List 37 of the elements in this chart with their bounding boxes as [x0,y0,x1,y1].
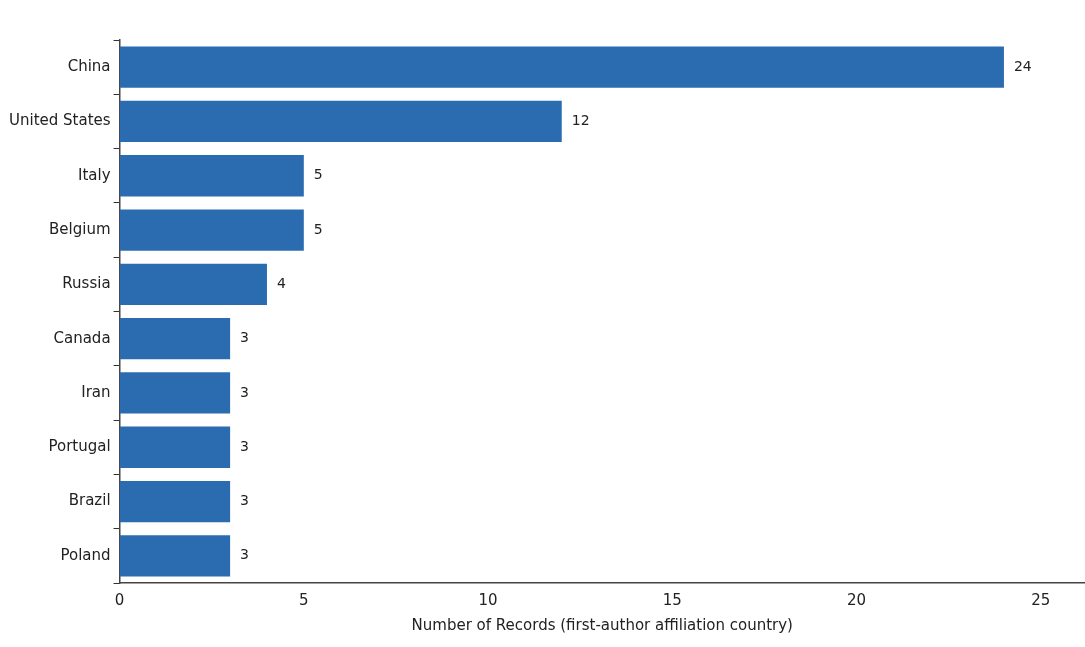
bar [119,263,267,305]
data-label: 4 [276,274,286,291]
data-label: 3 [240,383,250,400]
y-tick-label: Brazil [68,491,111,510]
bar [119,372,231,414]
y-tick-label: Poland [60,545,111,564]
y-tick-label: United States [8,111,111,130]
bar [119,480,231,523]
bar [119,100,562,143]
y-tick-label: Portugal [48,437,111,456]
data-label: 5 [313,166,323,183]
x-tick-label: 15 [662,590,682,609]
y-tick-label: Belgium [49,219,111,238]
data-label: 12 [571,112,590,129]
data-label: 3 [240,546,250,563]
x-tick-label: 10 [478,590,498,609]
y-tick-label: Italy [78,165,111,184]
x-tick-label: 5 [299,590,309,609]
bar [119,46,1004,88]
bar [119,535,231,577]
data-label: 3 [240,329,250,346]
bar [119,155,304,197]
data-label: 3 [240,492,250,509]
data-label: 3 [240,437,250,454]
x-tick-label: 20 [846,590,867,609]
x-tick-label: 0 [114,590,125,609]
data-label: 5 [313,220,323,237]
y-tick-label: Canada [53,328,111,347]
bar [119,426,231,468]
x-axis-title: Number of Records (first-author affiliation country) [411,615,793,634]
y-tick-label: China [67,57,111,76]
y-tick-label: Iran [81,382,111,401]
x-tick-label: 25 [1031,590,1051,609]
bar [119,209,304,251]
bar [119,318,231,360]
data-label: 24 [1013,57,1032,74]
y-tick-label: Russia [62,274,111,293]
